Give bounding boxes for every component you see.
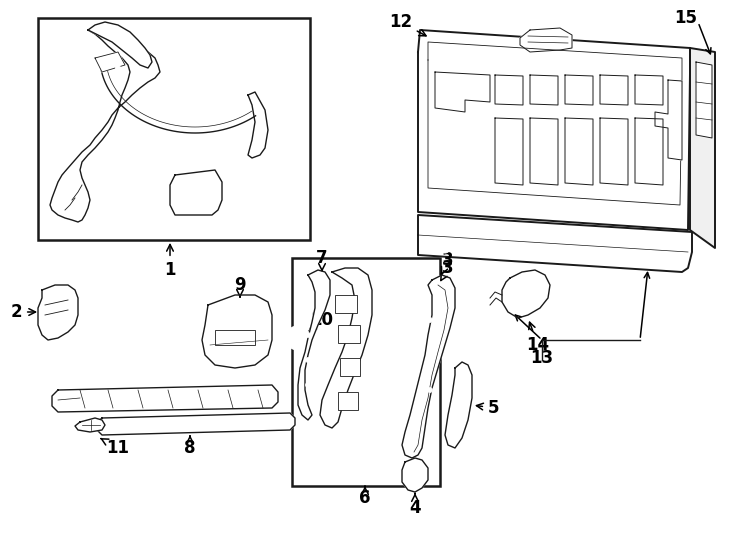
Polygon shape xyxy=(418,30,690,230)
Circle shape xyxy=(62,182,68,188)
Text: 1: 1 xyxy=(164,245,175,279)
Circle shape xyxy=(49,306,54,310)
Circle shape xyxy=(427,388,432,393)
Polygon shape xyxy=(520,28,572,52)
Circle shape xyxy=(59,192,65,198)
Bar xyxy=(338,392,358,410)
Text: 6: 6 xyxy=(359,486,371,507)
Circle shape xyxy=(115,65,120,71)
Polygon shape xyxy=(690,48,715,248)
Polygon shape xyxy=(38,285,78,340)
Polygon shape xyxy=(635,75,663,105)
Text: 11: 11 xyxy=(101,438,129,457)
Text: 7: 7 xyxy=(316,249,328,271)
Bar xyxy=(38,18,310,240)
Bar xyxy=(292,258,440,486)
Text: 3: 3 xyxy=(441,259,454,281)
Circle shape xyxy=(106,59,111,64)
Circle shape xyxy=(635,243,645,253)
Circle shape xyxy=(427,422,432,428)
Polygon shape xyxy=(202,295,272,368)
Circle shape xyxy=(305,357,310,362)
Polygon shape xyxy=(52,385,278,412)
Circle shape xyxy=(56,318,60,322)
Polygon shape xyxy=(248,92,268,158)
Circle shape xyxy=(305,382,310,388)
Text: 15: 15 xyxy=(675,9,697,27)
Polygon shape xyxy=(495,118,523,185)
Bar xyxy=(215,330,255,345)
Circle shape xyxy=(56,306,60,310)
Polygon shape xyxy=(435,72,490,112)
Bar xyxy=(335,295,357,313)
Circle shape xyxy=(533,295,543,305)
Circle shape xyxy=(427,353,432,357)
Polygon shape xyxy=(530,118,558,185)
Polygon shape xyxy=(100,58,255,133)
Polygon shape xyxy=(75,418,105,432)
Text: 10: 10 xyxy=(308,311,333,332)
Circle shape xyxy=(305,307,310,313)
Circle shape xyxy=(49,318,54,322)
Polygon shape xyxy=(600,75,628,105)
Circle shape xyxy=(517,284,533,300)
Polygon shape xyxy=(565,118,593,185)
Polygon shape xyxy=(418,215,692,272)
Polygon shape xyxy=(402,275,455,458)
Circle shape xyxy=(410,470,420,480)
Polygon shape xyxy=(445,362,472,448)
Circle shape xyxy=(427,318,432,322)
Circle shape xyxy=(112,56,117,60)
Text: 9: 9 xyxy=(234,276,246,297)
Text: 4: 4 xyxy=(409,494,421,517)
Bar xyxy=(338,325,360,343)
Polygon shape xyxy=(402,458,428,492)
Polygon shape xyxy=(565,75,593,105)
Text: 14: 14 xyxy=(526,322,550,354)
Circle shape xyxy=(440,243,450,253)
Text: 3: 3 xyxy=(441,251,454,274)
Circle shape xyxy=(293,333,303,343)
Polygon shape xyxy=(170,170,222,215)
Text: 12: 12 xyxy=(389,13,426,36)
Text: 13: 13 xyxy=(531,349,553,367)
Polygon shape xyxy=(88,22,152,68)
Circle shape xyxy=(485,243,495,253)
Text: 8: 8 xyxy=(184,436,196,457)
Circle shape xyxy=(286,326,310,350)
Text: 2: 2 xyxy=(10,303,35,321)
Polygon shape xyxy=(635,118,663,185)
Polygon shape xyxy=(530,75,558,105)
Polygon shape xyxy=(495,75,523,105)
Polygon shape xyxy=(600,118,628,185)
Circle shape xyxy=(555,243,565,253)
Polygon shape xyxy=(298,270,330,420)
Polygon shape xyxy=(320,268,372,428)
Polygon shape xyxy=(502,270,550,318)
Polygon shape xyxy=(97,413,295,435)
Polygon shape xyxy=(95,52,125,72)
Circle shape xyxy=(57,202,63,208)
Circle shape xyxy=(65,172,71,178)
Circle shape xyxy=(305,333,310,338)
Polygon shape xyxy=(50,28,160,222)
Polygon shape xyxy=(696,62,712,138)
Text: 5: 5 xyxy=(476,399,500,417)
Polygon shape xyxy=(655,80,682,160)
Bar xyxy=(340,358,360,376)
